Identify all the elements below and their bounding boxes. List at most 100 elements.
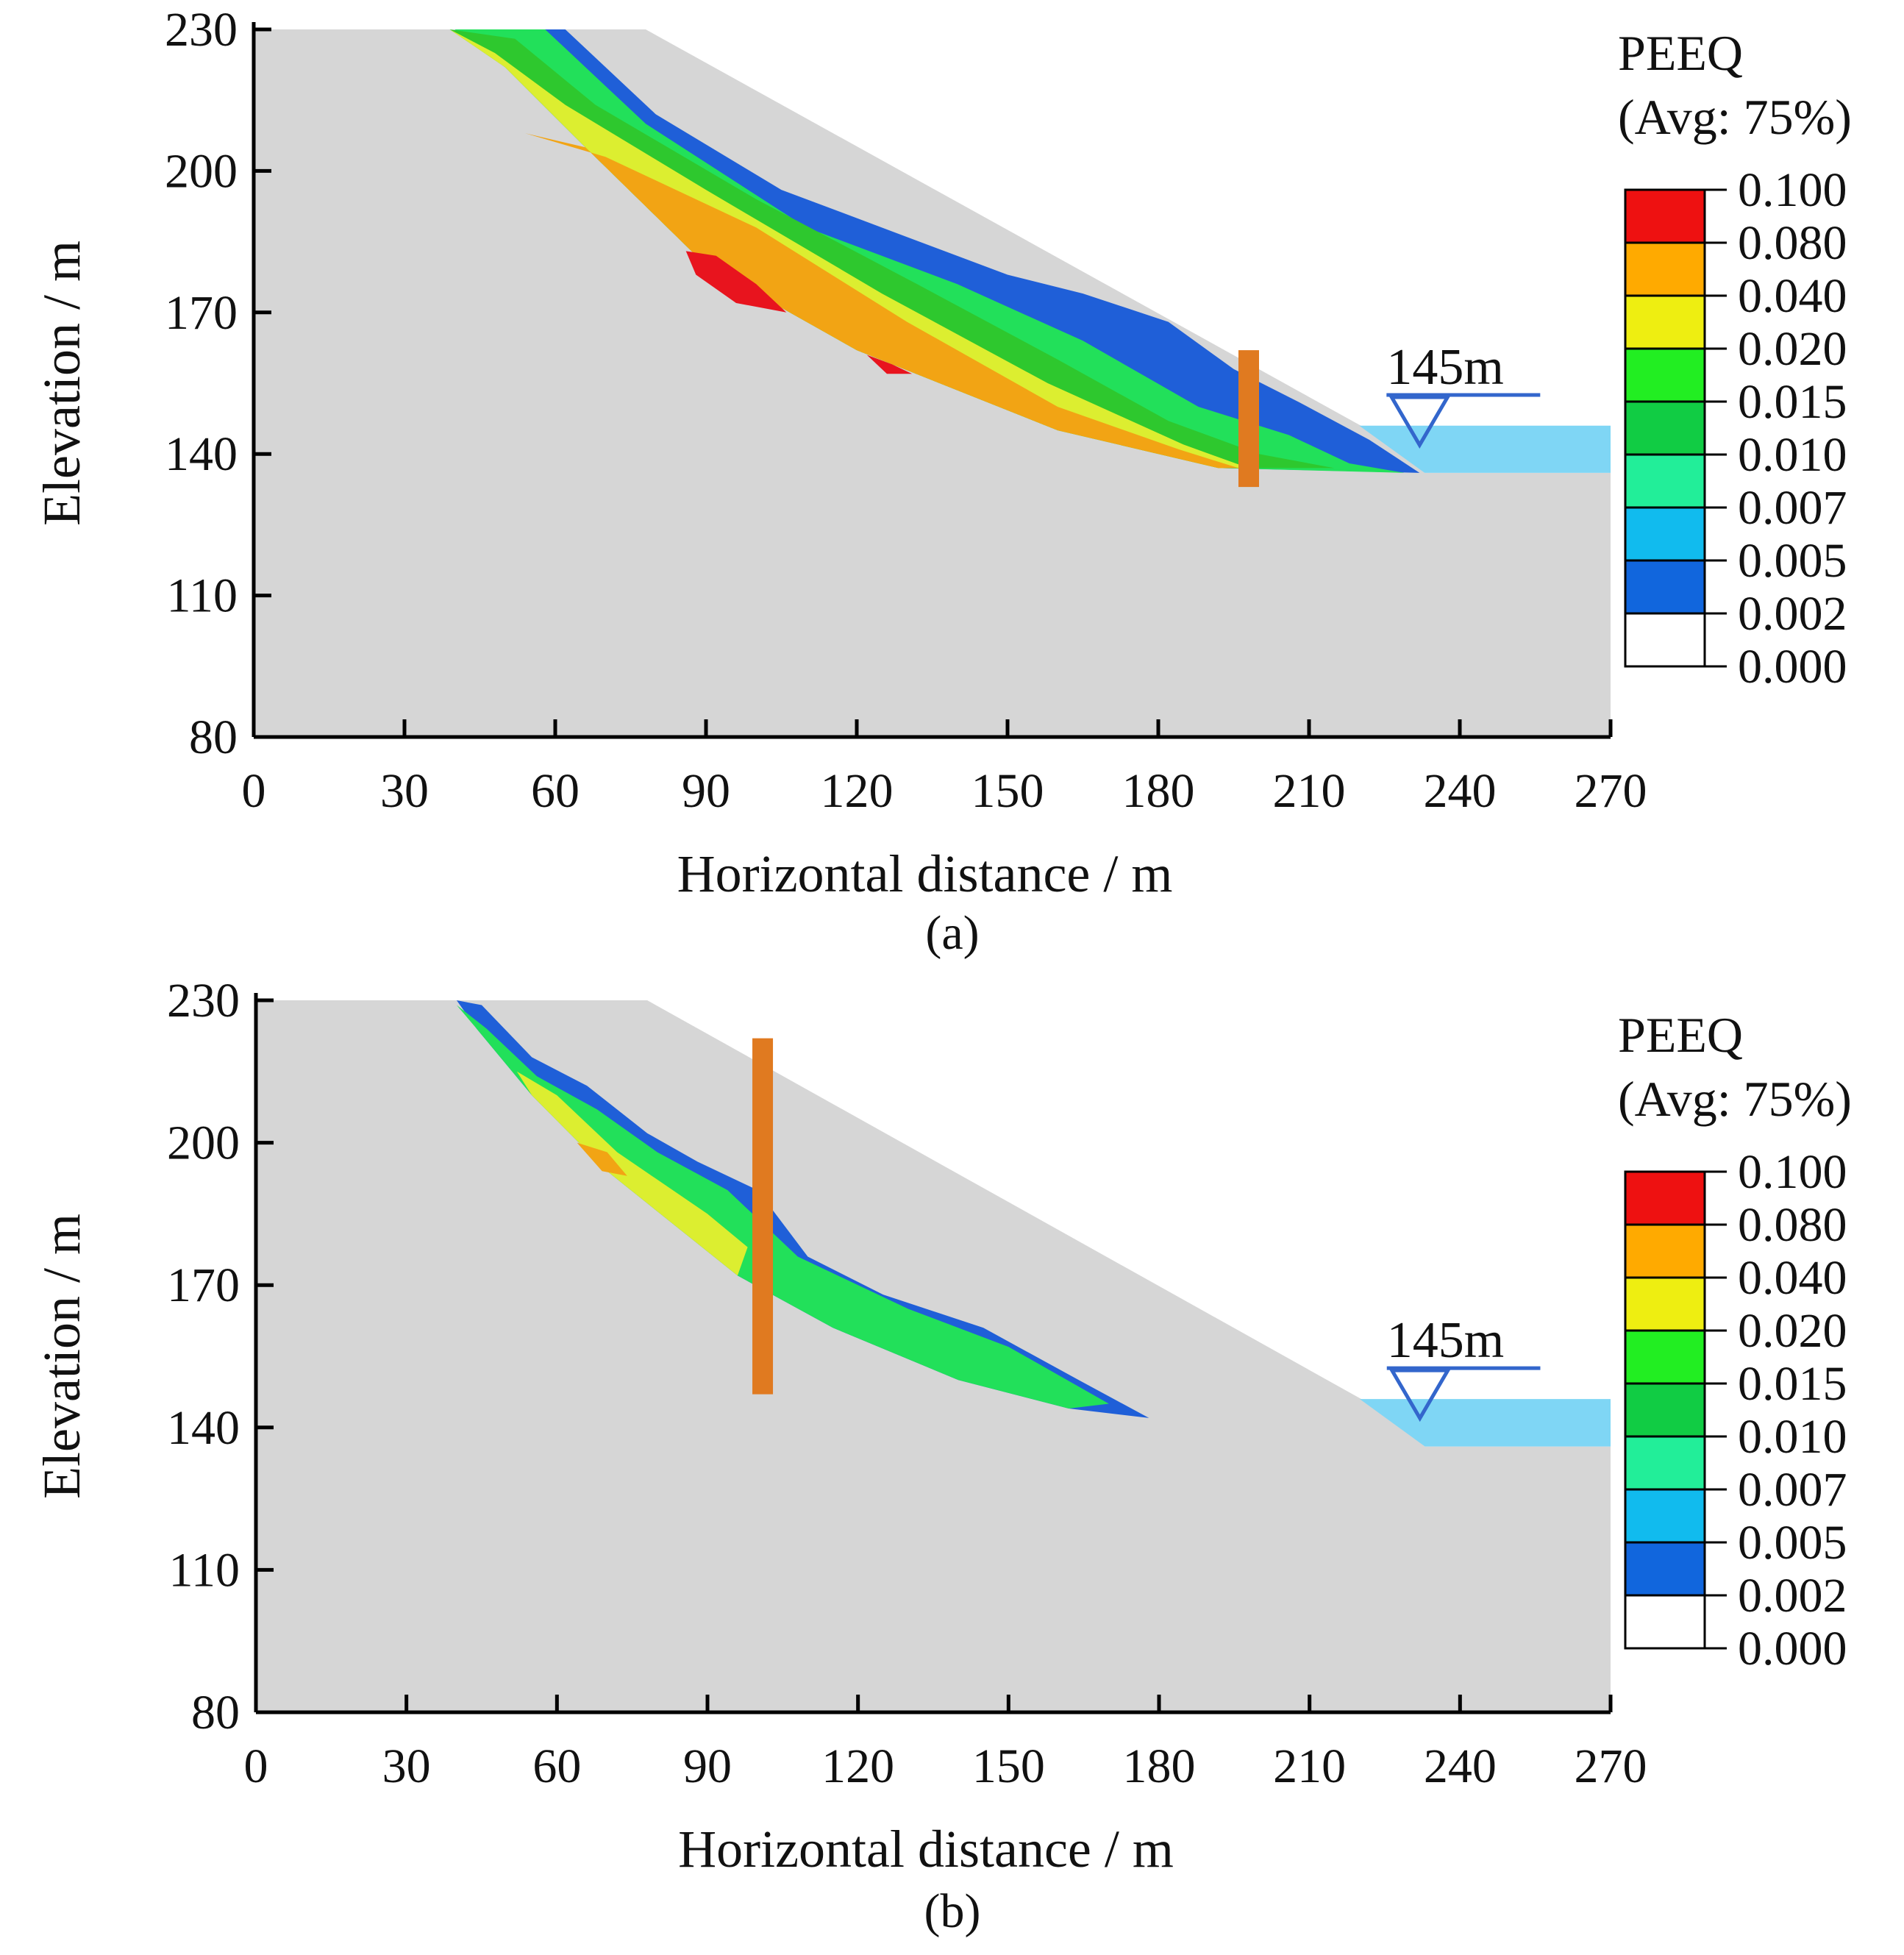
legend-swatch: [1624, 241, 1706, 297]
x-tick-label: 90: [683, 1739, 732, 1793]
legend-label: 0.080: [1738, 216, 1847, 270]
legend-swatch: [1624, 188, 1706, 244]
x-tick-label: 0: [244, 1739, 268, 1793]
x-tick-label: 60: [531, 764, 580, 818]
x-tick-label: 180: [1122, 764, 1195, 818]
legend-label: 0.100: [1738, 163, 1847, 217]
x-tick-label: 120: [821, 1739, 894, 1793]
legend-label: 0.015: [1738, 375, 1847, 429]
x-tick-label: 240: [1424, 764, 1497, 818]
x-axis-title: Horizontal distance / m: [678, 1820, 1174, 1879]
x-tick-label: 30: [380, 764, 429, 818]
y-axis-title: Elevation / m: [32, 241, 91, 526]
legend-label: 0.020: [1738, 1304, 1847, 1358]
legend: PEEQ(Avg: 75%)0.1000.0800.0400.0200.0150…: [1618, 1007, 1852, 1676]
water-level-triangle-icon: [1388, 395, 1451, 449]
legend-swatch: [1624, 559, 1706, 615]
legend-label: 0.005: [1738, 1516, 1847, 1570]
y-tick-label: 200: [167, 1117, 240, 1170]
legend-label: 0.007: [1738, 481, 1847, 535]
y-tick-label: 110: [166, 569, 238, 623]
legend-label: 0.100: [1738, 1145, 1847, 1199]
x-axis-title: Horizontal distance / m: [677, 844, 1173, 903]
y-tick-label: 110: [168, 1543, 240, 1597]
water-level-label: 145m: [1387, 1312, 1504, 1369]
y-tick-label: 170: [167, 1258, 240, 1312]
x-tick-label: 120: [821, 764, 894, 818]
x-tick-label: 180: [1123, 1739, 1196, 1793]
legend-swatch: [1624, 1223, 1706, 1279]
x-tick-label: 210: [1273, 764, 1346, 818]
y-tick-label: 140: [167, 1401, 240, 1455]
legend-swatch: [1624, 1170, 1706, 1226]
legend-title: PEEQ: [1618, 25, 1743, 81]
panel-caption: (a): [925, 906, 979, 960]
legend-label: 0.080: [1738, 1198, 1847, 1252]
x-tick-label: 240: [1424, 1739, 1497, 1793]
contour-band-0.020: [516, 1071, 748, 1276]
y-tick-label: 200: [165, 144, 238, 198]
legend-swatch: [1624, 347, 1706, 403]
legend-label: 0.020: [1738, 322, 1847, 376]
legend: PEEQ(Avg: 75%)0.1000.0800.0400.0200.0150…: [1618, 25, 1852, 694]
y-tick-label: 80: [191, 1686, 240, 1739]
legend-swatch: [1624, 1276, 1706, 1332]
legend-swatch: [1624, 506, 1706, 562]
legend-label: 0.010: [1738, 428, 1847, 482]
legend-swatch: [1624, 612, 1706, 668]
contour-band-0.080: [866, 355, 913, 374]
legend-label: 0.040: [1738, 1251, 1847, 1305]
contour-band-0.015: [449, 29, 1335, 469]
contour-band-0.010: [456, 1005, 1109, 1409]
y-tick-label: 230: [165, 3, 238, 57]
legend-label: 0.002: [1738, 1569, 1847, 1623]
legend-swatch: [1624, 294, 1706, 350]
contour-band-0.040: [577, 1142, 627, 1176]
x-tick-label: 60: [532, 1739, 581, 1793]
x-tick-label: 150: [971, 764, 1044, 818]
legend-label: 0.007: [1738, 1463, 1847, 1517]
water-level-label: 145m: [1386, 339, 1503, 396]
water-level-triangle-icon: [1388, 1368, 1452, 1422]
x-tick-label: 270: [1575, 1739, 1647, 1793]
x-tick-label: 30: [382, 1739, 431, 1793]
legend-swatch: [1624, 1329, 1706, 1385]
legend-swatch: [1624, 453, 1706, 509]
legend-swatch: [1624, 1382, 1706, 1438]
y-tick-label: 80: [189, 711, 238, 764]
anti-slide-pile: [1238, 350, 1259, 488]
legend-label: 0.000: [1738, 1622, 1847, 1676]
y-tick-label: 230: [167, 974, 240, 1028]
legend-label: 0.010: [1738, 1410, 1847, 1464]
contour-band-0.040: [525, 133, 1239, 469]
legend-swatch: [1624, 1541, 1706, 1597]
anti-slide-pile: [752, 1038, 774, 1395]
legend-swatch: [1624, 1488, 1706, 1544]
legend-label: 0.015: [1738, 1357, 1847, 1411]
contour-band-0.080: [685, 251, 787, 313]
contour-band-0.002: [454, 29, 1420, 473]
panel-b: 145m 0 30 60 90 120 150 180 210 240 270 80 110 140 170…: [32, 974, 1852, 1938]
x-tick-label: 270: [1575, 764, 1647, 818]
legend-swatch: [1624, 1594, 1706, 1650]
y-tick-label: 170: [165, 286, 238, 340]
legend-subtitle: (Avg: 75%): [1618, 89, 1852, 145]
legend-swatch: [1624, 1435, 1706, 1491]
legend-label: 0.040: [1738, 269, 1847, 323]
legend-label: 0.005: [1738, 534, 1847, 588]
panel-a: 145m 0 30 60 90 120 150 180 210 240 270 80 110 140 170…: [32, 3, 1852, 960]
x-tick-label: 90: [682, 764, 730, 818]
soil-body: [254, 29, 1611, 737]
y-axis-title: Elevation / m: [32, 1214, 91, 1499]
x-tick-label: 210: [1273, 1739, 1346, 1793]
legend-title: PEEQ: [1618, 1007, 1743, 1063]
legend-subtitle: (Avg: 75%): [1618, 1071, 1852, 1127]
legend-label: 0.002: [1738, 587, 1847, 641]
x-tick-label: 0: [242, 764, 266, 818]
x-tick-label: 150: [972, 1739, 1045, 1793]
legend-swatch: [1624, 400, 1706, 456]
legend-label: 0.000: [1738, 640, 1847, 694]
panel-caption: (b): [924, 1884, 981, 1938]
y-tick-label: 140: [165, 427, 238, 481]
